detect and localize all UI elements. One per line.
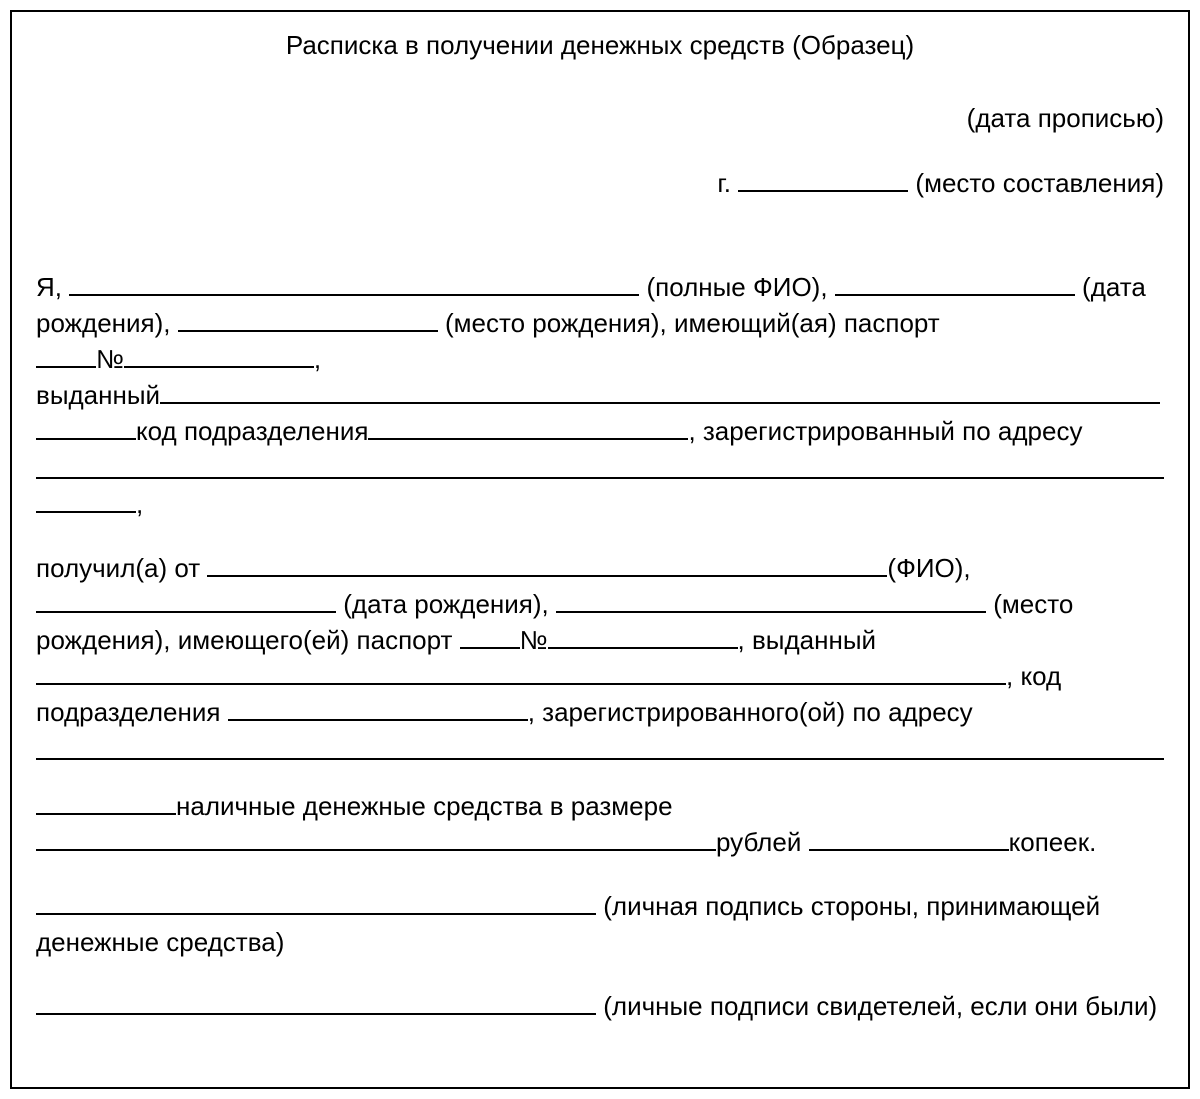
recipient-paragraph: Я, (полные ФИО), (дата рождения), (место… [36, 269, 1164, 522]
date-note: (дата прописью) [36, 103, 1164, 134]
text-payer-dept-end: , код [1006, 661, 1061, 691]
blank-signature-recipient[interactable] [36, 889, 596, 915]
blank-amount-pre[interactable] [36, 789, 176, 815]
signature-witnesses: (личные подписи свидетелей, если они был… [36, 988, 1164, 1024]
blank-payer-dob[interactable] [36, 587, 336, 613]
blank-payer-issued-by[interactable] [36, 659, 1006, 685]
blank-address-1[interactable] [36, 453, 1164, 479]
blank-passport-series[interactable] [36, 342, 96, 368]
text-payer-reg: , зарегистрированного(ой) по адресу [528, 697, 973, 727]
signature-recipient: (личная подпись стороны, принимающей ден… [36, 888, 1164, 960]
amount-paragraph: наличные денежные средства в размере руб… [36, 788, 1164, 860]
blank-issued-cont[interactable] [36, 414, 136, 440]
text-ya: Я, [36, 272, 62, 302]
text-comma: , [314, 344, 321, 374]
blank-city[interactable] [738, 166, 908, 192]
blank-address-2[interactable] [36, 487, 136, 513]
blank-payer-address[interactable] [36, 734, 1164, 760]
city-prefix: г. [717, 168, 731, 198]
document-frame: Расписка в получении денежных средств (О… [10, 10, 1190, 1089]
blank-dept-code[interactable] [368, 414, 688, 440]
document-page: Расписка в получении денежных средств (О… [0, 0, 1200, 1099]
blank-signature-witnesses[interactable] [36, 989, 596, 1015]
text-pob-note: (место рождения), имеющий(ая) паспорт [445, 308, 940, 338]
blank-payer-pob[interactable] [556, 587, 986, 613]
text-cash: наличные денежные средства в размере [176, 791, 673, 821]
text-rub: рублей [716, 827, 801, 857]
text-payer-issued: , выданный [738, 625, 877, 655]
text-got-from: получил(а) от [36, 553, 200, 583]
text-payer-dob-note: (дата рождения), [343, 589, 549, 619]
blank-recipient-fio[interactable] [69, 270, 639, 296]
place-line: г. (место составления) [36, 166, 1164, 199]
text-issued: выданный [36, 380, 160, 410]
blank-recipient-dob[interactable] [835, 270, 1075, 296]
blank-amount-kop[interactable] [809, 825, 1009, 851]
text-reg: , зарегистрированный по адресу [688, 416, 1082, 446]
blank-amount-rub[interactable] [36, 825, 716, 851]
place-note: (место составления) [915, 168, 1164, 198]
blank-payer-dept-code[interactable] [228, 695, 528, 721]
blank-issued-by[interactable] [160, 378, 1160, 404]
blank-payer-passport-number[interactable] [548, 623, 738, 649]
blank-passport-number[interactable] [124, 342, 314, 368]
blank-payer-fio[interactable] [207, 551, 887, 577]
text-fio-note: (полные ФИО), [646, 272, 827, 302]
text-kop: копеек. [1009, 827, 1097, 857]
payer-paragraph: получил(а) от (ФИО), (дата рождения), (м… [36, 550, 1164, 760]
text-dept: код подразделения [136, 416, 368, 446]
blank-recipient-pob[interactable] [178, 306, 438, 332]
blank-payer-passport-series[interactable] [460, 623, 520, 649]
text-sig2: (личные подписи свидетелей, если они был… [603, 991, 1157, 1021]
text-num: № [96, 344, 124, 374]
document-title: Расписка в получении денежных средств (О… [36, 30, 1164, 61]
text-payer-num: № [520, 625, 548, 655]
text-payer-fio-note: (ФИО), [887, 553, 970, 583]
text-payer-dept: подразделения [36, 697, 220, 727]
